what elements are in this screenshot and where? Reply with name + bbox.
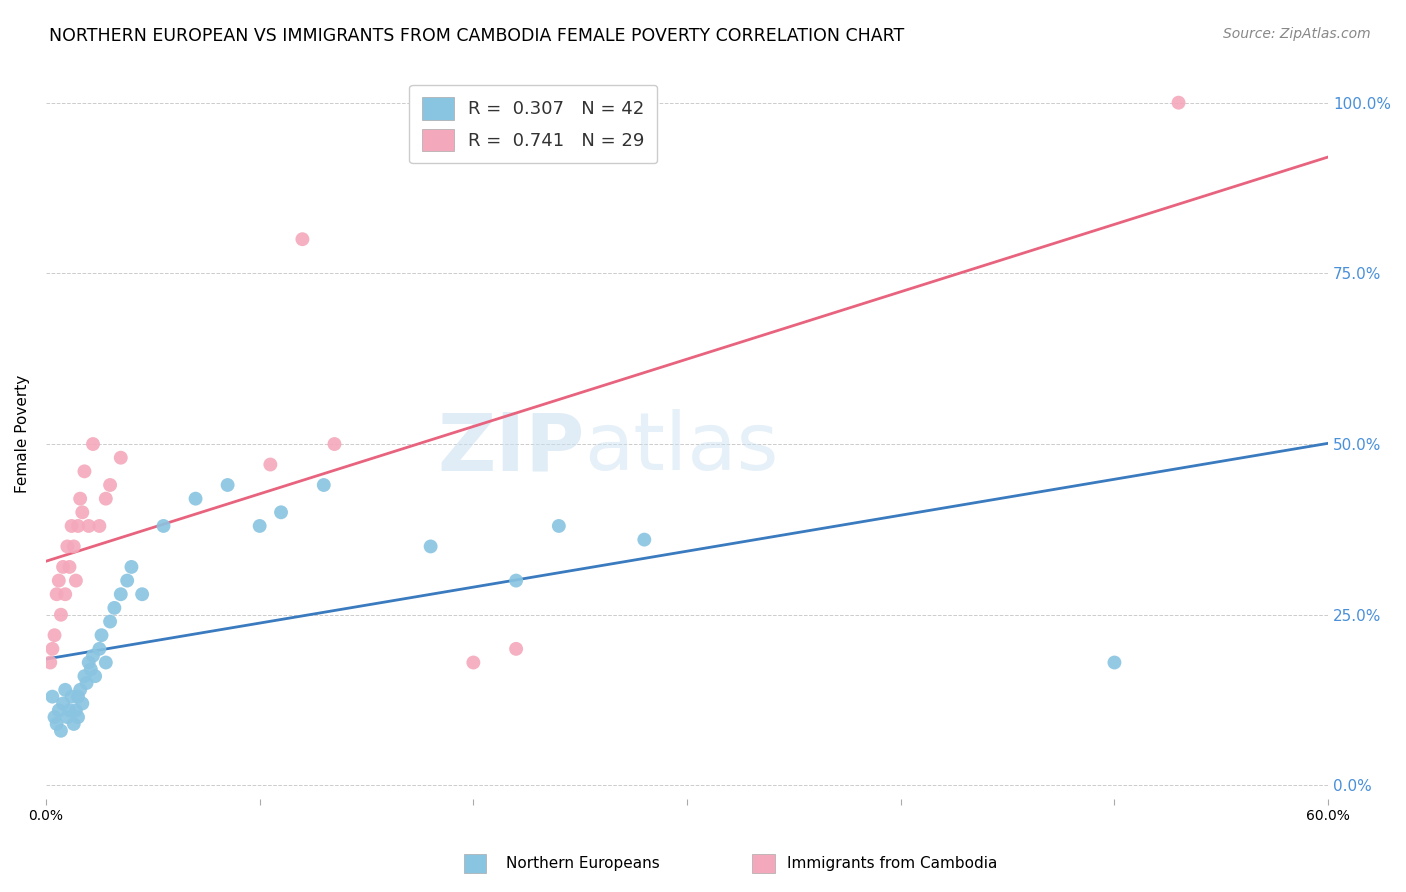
Point <box>52 560 75 574</box>
Point <box>94 656 117 670</box>
Point <box>69 491 91 506</box>
Point <box>60 690 83 704</box>
Point <box>73 464 96 478</box>
Point <box>49 607 72 622</box>
Point <box>249 519 271 533</box>
Point <box>48 574 70 588</box>
Point <box>65 703 87 717</box>
Point <box>44 628 66 642</box>
Point <box>76 676 98 690</box>
Point <box>98 478 121 492</box>
Point <box>291 232 314 246</box>
Point <box>69 682 91 697</box>
Point <box>131 587 153 601</box>
Point <box>463 656 485 670</box>
Point <box>44 710 66 724</box>
Point <box>73 669 96 683</box>
Point <box>89 641 111 656</box>
Point <box>419 540 441 554</box>
Y-axis label: Female Poverty: Female Poverty <box>15 375 30 493</box>
Text: Northern Europeans: Northern Europeans <box>506 856 659 871</box>
Point <box>120 560 142 574</box>
Point <box>82 648 104 663</box>
Legend: R =  0.307   N = 42, R =  0.741   N = 29: R = 0.307 N = 42, R = 0.741 N = 29 <box>409 85 658 163</box>
Point <box>65 574 87 588</box>
Point <box>80 662 103 676</box>
Point <box>259 458 281 472</box>
Point <box>505 574 527 588</box>
Point <box>312 478 335 492</box>
Point <box>58 560 80 574</box>
Point <box>270 505 292 519</box>
Point <box>547 519 569 533</box>
Point <box>633 533 655 547</box>
Point <box>66 710 89 724</box>
Point <box>45 717 67 731</box>
Point <box>41 690 63 704</box>
Point <box>1167 95 1189 110</box>
Point <box>89 519 111 533</box>
Point <box>58 703 80 717</box>
Point <box>82 437 104 451</box>
Point <box>48 703 70 717</box>
Point <box>94 491 117 506</box>
Point <box>184 491 207 506</box>
Point <box>66 519 89 533</box>
Point <box>84 669 107 683</box>
Point <box>66 690 89 704</box>
Point <box>72 697 94 711</box>
Point <box>323 437 346 451</box>
Point <box>52 697 75 711</box>
Point <box>49 723 72 738</box>
Point <box>98 615 121 629</box>
Point <box>152 519 174 533</box>
Point <box>505 641 527 656</box>
Point <box>62 540 84 554</box>
Point <box>56 710 79 724</box>
Text: ZIP: ZIP <box>437 409 585 487</box>
Point <box>60 519 83 533</box>
Point <box>90 628 112 642</box>
Text: Source: ZipAtlas.com: Source: ZipAtlas.com <box>1223 27 1371 41</box>
Point <box>1104 656 1126 670</box>
Point <box>77 656 100 670</box>
Text: NORTHERN EUROPEAN VS IMMIGRANTS FROM CAMBODIA FEMALE POVERTY CORRELATION CHART: NORTHERN EUROPEAN VS IMMIGRANTS FROM CAM… <box>49 27 904 45</box>
Point <box>217 478 239 492</box>
Point <box>115 574 138 588</box>
Point <box>53 587 76 601</box>
Point <box>62 717 84 731</box>
Text: atlas: atlas <box>585 409 779 487</box>
Point <box>77 519 100 533</box>
Point <box>110 450 132 465</box>
Point <box>110 587 132 601</box>
Text: Immigrants from Cambodia: Immigrants from Cambodia <box>787 856 998 871</box>
Point <box>39 656 62 670</box>
Point <box>72 505 94 519</box>
Point <box>103 600 125 615</box>
Point <box>45 587 67 601</box>
Point <box>53 682 76 697</box>
Point <box>41 641 63 656</box>
Point <box>56 540 79 554</box>
